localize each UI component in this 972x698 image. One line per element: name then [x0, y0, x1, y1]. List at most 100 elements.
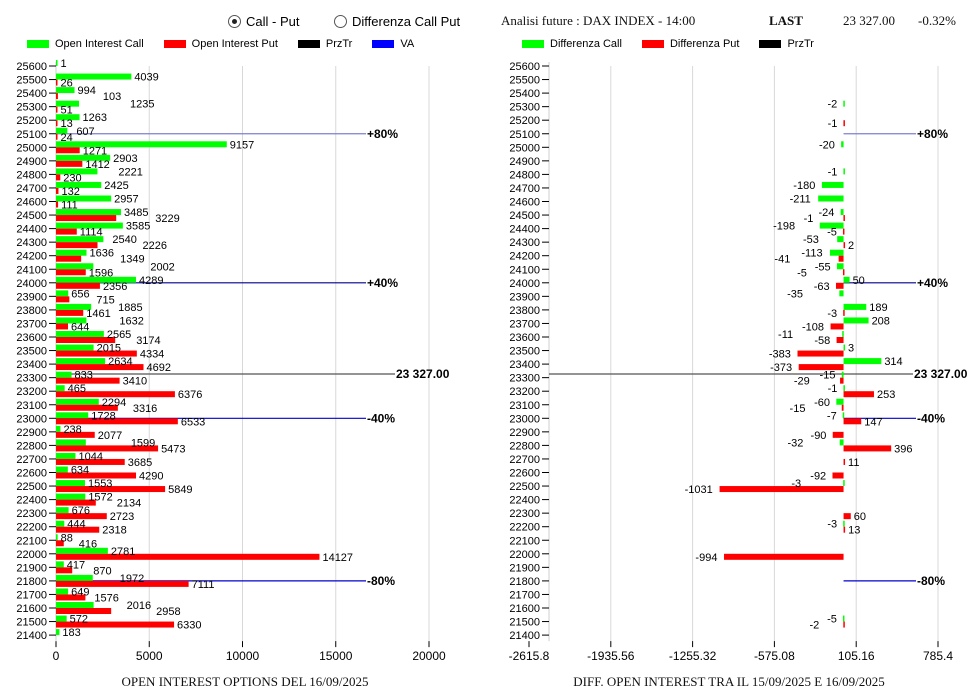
- y-tick-label: 25500: [16, 75, 47, 87]
- bar-value-label: -53: [803, 234, 819, 246]
- x-tick-label: -575.08: [754, 649, 795, 663]
- bar-value-label: 1271: [83, 145, 107, 157]
- analysis-title: Analisi future : DAX INDEX - 14:00: [501, 13, 696, 28]
- put-bar: [56, 567, 73, 574]
- y-tick-label: 23000: [509, 413, 540, 425]
- radio-label: Differenza Call Put: [352, 14, 461, 29]
- bar-value-label: 1349: [120, 254, 144, 266]
- bar-value-label: -383: [769, 349, 791, 361]
- bar-value-label: -198: [773, 221, 795, 233]
- y-tick-label: 24700: [16, 183, 47, 195]
- y-tick-label: 24700: [509, 183, 540, 195]
- call-bar: [56, 615, 67, 622]
- bar-value-label: 2958: [156, 606, 180, 618]
- reference-line-label: +40%: [367, 276, 398, 290]
- call-bar: [56, 398, 99, 405]
- put-bar: [56, 201, 59, 208]
- bar-value-label: 396: [894, 443, 912, 455]
- radio-selected-icon: [228, 15, 241, 28]
- bar-value-label: -32: [788, 437, 804, 449]
- put-bar: [843, 458, 846, 465]
- put-bar: [56, 391, 175, 398]
- y-tick-label: 22200: [509, 522, 540, 534]
- put-bar: [843, 513, 851, 520]
- y-tick-label: 25600: [16, 61, 47, 73]
- put-bar: [843, 120, 845, 127]
- legend-label: Differenza Call: [550, 38, 622, 50]
- put-bar: [56, 106, 58, 113]
- y-tick-label: 23000: [16, 413, 47, 425]
- call-bar: [56, 331, 104, 337]
- x-tick-label: 10000: [226, 649, 260, 663]
- y-tick-label: 23500: [509, 346, 540, 358]
- call-bar: [56, 358, 106, 365]
- y-tick-label: 22300: [16, 508, 47, 520]
- call-bar: [56, 276, 136, 283]
- put-bar: [56, 323, 69, 330]
- call-bar: [56, 236, 104, 243]
- diff-open-interest-chart: -2615.8 -1935.56 -1255.32 -575.08 105.16 785.…: [509, 61, 968, 663]
- bar-value-label: 6376: [178, 389, 202, 401]
- call-bar: [56, 520, 65, 527]
- bar-value-label: 833: [75, 370, 93, 382]
- bar-value-label: 2226: [143, 240, 167, 252]
- put-bar: [797, 350, 844, 357]
- radio-call-put[interactable]: Call - Put: [228, 14, 299, 29]
- bar-value-label: 1263: [83, 112, 107, 124]
- bar-value-label: 3229: [155, 213, 179, 225]
- bar-value-label: -24: [818, 207, 834, 219]
- put-bar: [840, 377, 844, 384]
- radio-differenza-call-put[interactable]: Differenza Call Put: [334, 14, 460, 29]
- call-bar: [56, 561, 64, 568]
- put-bar: [56, 431, 95, 438]
- legend-swatch-diff-call: [522, 40, 544, 48]
- y-tick-label: 23100: [16, 400, 47, 412]
- put-bar: [843, 391, 874, 398]
- reference-line-label: -80%: [367, 574, 395, 588]
- bar-value-label: -1: [828, 166, 838, 178]
- bar-value-label: -113: [801, 248, 822, 260]
- y-tick-label: 25300: [509, 102, 540, 114]
- y-tick-label: 24100: [509, 264, 540, 276]
- call-bar: [56, 209, 121, 216]
- bar-value-label: 1114: [80, 227, 103, 239]
- bar-value-label: 2903: [113, 153, 137, 165]
- call-bar: [840, 209, 844, 216]
- call-bar: [56, 290, 69, 297]
- y-tick-label: 22600: [16, 468, 47, 480]
- bar-value-label: -3: [827, 519, 837, 531]
- y-tick-label: 24400: [509, 224, 540, 236]
- bar-value-label: -63: [814, 281, 830, 293]
- put-bar: [56, 215, 117, 222]
- y-tick-label: 23200: [16, 386, 47, 398]
- bar-value-label: 3410: [123, 376, 147, 388]
- call-bar: [843, 385, 845, 392]
- legend-left: Open Interest Call Open Interest Put Prz…: [27, 38, 414, 50]
- call-bar: [842, 615, 845, 622]
- y-tick-label: 25400: [16, 88, 47, 100]
- bar-value-label: 1728: [91, 410, 115, 422]
- bar-value-label: 4289: [139, 275, 163, 287]
- bar-value-label: 676: [72, 505, 90, 517]
- bar-value-label: 24: [61, 132, 73, 144]
- bar-value-label: 1044: [78, 451, 102, 463]
- y-tick-label: 23100: [509, 400, 540, 412]
- bar-value-label: -180: [793, 180, 815, 192]
- y-tick-label: 23700: [509, 318, 540, 330]
- bar-value-label: 2781: [111, 546, 135, 558]
- put-bar: [843, 242, 846, 249]
- x-tick-label: 5000: [136, 649, 163, 663]
- legend-swatch-put: [163, 40, 186, 48]
- put-bar: [56, 282, 100, 289]
- bar-value-label: 634: [71, 465, 89, 477]
- call-bar: [56, 181, 102, 188]
- put-bar: [56, 486, 166, 493]
- call-bar: [56, 385, 65, 392]
- bar-value-label: 50: [853, 275, 865, 287]
- y-tick-label: 21700: [16, 589, 47, 601]
- bar-value-label: 14127: [322, 552, 353, 564]
- y-tick-label: 23600: [16, 332, 47, 344]
- call-bar: [56, 73, 132, 80]
- call-bar: [56, 493, 86, 500]
